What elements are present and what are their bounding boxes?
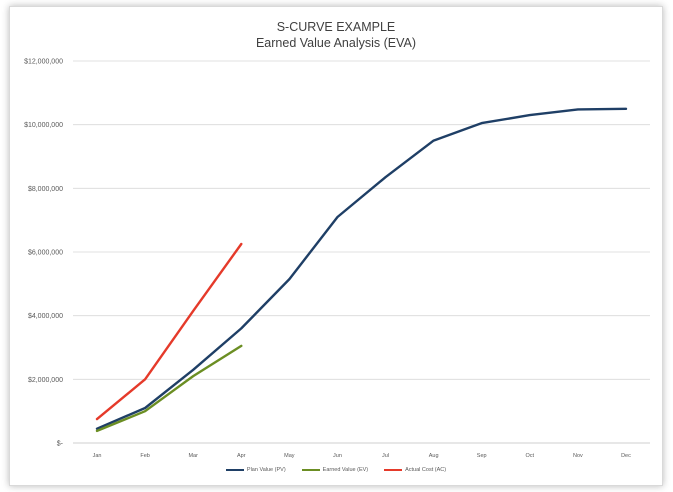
legend-label: Plan Value (PV): [246, 467, 286, 473]
y-tick-label: $-: [57, 441, 64, 448]
series-line-0: [95, 107, 628, 430]
x-tick-label: Nov: [573, 453, 583, 459]
x-tick-label: Jun: [333, 453, 342, 459]
y-tick-label: $12,000,000: [24, 59, 63, 66]
legend-item: Actual Cost (AC): [384, 467, 446, 473]
chart-frame: S-CURVE EXAMPLE Earned Value Analysis (E…: [9, 6, 663, 486]
chart-plot-area: $- $2,000,000 $4,000,000 $6,000,000 $8,000,0…: [24, 59, 650, 459]
legend-swatch: [301, 469, 320, 471]
legend-label: Actual Cost (AC): [405, 467, 447, 473]
chart-legend: Plan Value (PV) Earned Value (EV) Actual C…: [10, 467, 662, 473]
legend-item: Earned Value (EV): [301, 467, 369, 473]
x-tick-label: Mar: [188, 453, 198, 459]
x-tick-label: Feb: [140, 453, 149, 459]
legend-item: Plan Value (PV): [225, 467, 286, 473]
x-tick-label: Jan: [93, 453, 102, 459]
x-tick-label: May: [284, 453, 295, 459]
x-tick-label: Apr: [237, 453, 246, 459]
legend-swatch: [384, 469, 403, 471]
y-tick-label: $4,000,000: [28, 313, 63, 320]
series-line-1: [95, 344, 243, 433]
y-tick-label: $8,000,000: [28, 186, 63, 193]
x-tick-label: Jul: [382, 453, 389, 459]
x-tick-label: Aug: [429, 453, 439, 459]
y-tick-label: $10,000,000: [24, 122, 63, 129]
series-line-2: [95, 242, 243, 421]
legend-label: Earned Value (EV): [322, 467, 369, 473]
y-tick-label: $2,000,000: [28, 377, 63, 384]
chart-title: S-CURVE EXAMPLE: [276, 20, 396, 34]
x-tick-label: Oct: [526, 453, 535, 459]
chart-subtitle: Earned Value Analysis (EVA): [255, 36, 417, 50]
legend-swatch: [225, 469, 244, 471]
x-tick-label: Dec: [621, 453, 631, 459]
x-tick-label: Sep: [477, 453, 487, 459]
y-tick-label: $6,000,000: [28, 250, 63, 257]
